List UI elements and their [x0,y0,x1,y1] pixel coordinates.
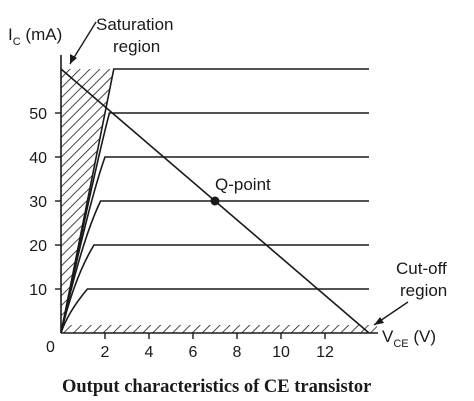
x-tick-label: 2 [101,344,110,361]
cutoff-region-hatch [61,325,377,333]
characteristic-curve-5 [60,112,369,334]
y-axis-label-main: I [8,25,13,44]
y-tick-label: 30 [29,194,47,211]
x-axis-label: VCE (V) [382,327,436,350]
x-tick-label: 12 [316,344,334,361]
characteristic-curve-3 [60,200,369,334]
saturation-annotation-line2: region [113,37,160,56]
y-tick-label: 40 [29,150,47,167]
cutoff-annotation-line1: Cut-off [396,259,447,278]
cutoff-annotation-line2: region [400,281,447,300]
origin-label: 0 [46,339,55,356]
chart-title: Output characteristics of CE transistor [62,377,371,397]
saturation-arrowhead [70,54,77,64]
x-axis-label-main: V [382,327,394,346]
y-axis-label: IC (mA) [8,25,62,48]
characteristic-curves [60,68,369,334]
q-point-marker [210,196,220,206]
saturation-annotation-line1: Saturation [96,15,174,34]
y-axis-label-sub: C [13,36,21,48]
y-tick-label: 20 [29,238,47,255]
y-tick-label: 10 [29,282,47,299]
x-axis-label-unit: (V) [409,327,436,346]
x-tick-label: 8 [233,344,242,361]
y-axis-label-unit: (mA) [21,25,63,44]
x-axis-label-sub: CE [393,338,408,350]
x-tick-label: 10 [272,344,290,361]
characteristic-curve-6 [60,68,369,334]
cutoff-arrowhead [374,317,384,325]
y-tick-label: 50 [29,106,47,123]
x-tick-label: 4 [145,344,154,361]
axis-ticks: 2 4 6 8 10 12 10 20 30 40 50 [29,106,334,361]
q-point-label: Q-point [215,175,271,194]
x-tick-label: 6 [189,344,198,361]
